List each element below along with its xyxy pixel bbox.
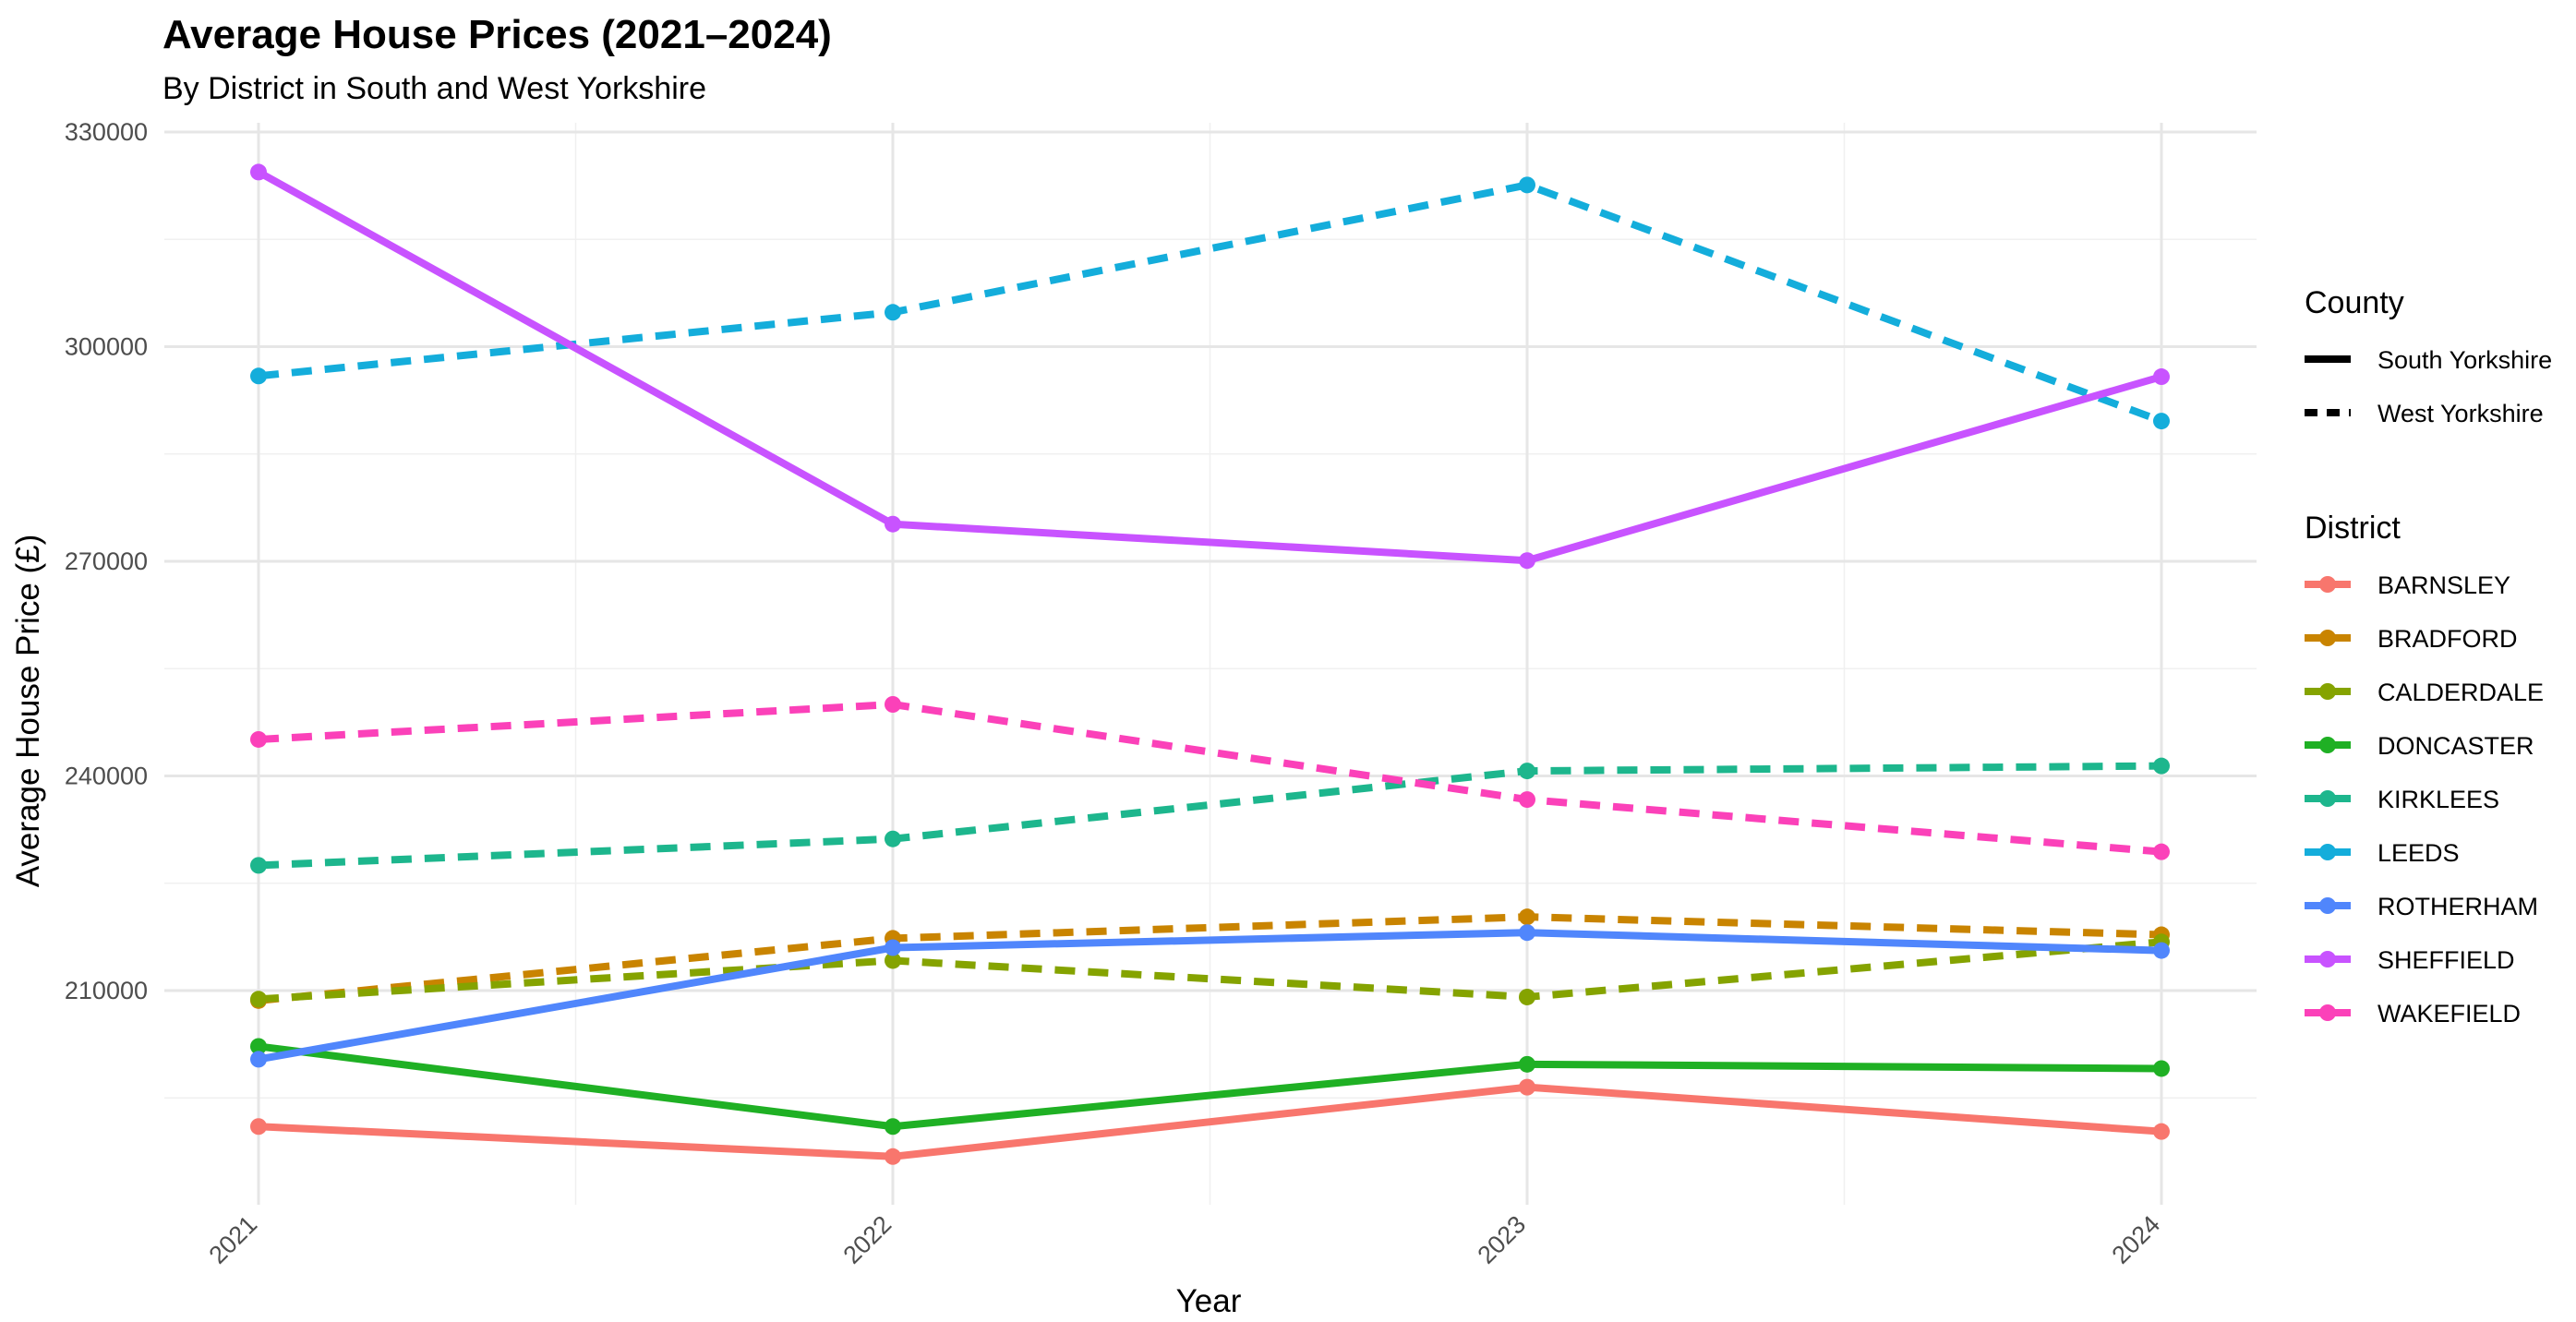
series-points xyxy=(250,163,2170,1165)
series-line-kirklees xyxy=(258,762,2162,870)
legend-key-point xyxy=(2319,683,2336,700)
data-point-sheffield xyxy=(1519,552,1535,570)
data-point-doncaster xyxy=(1519,1055,1535,1073)
data-point-doncaster xyxy=(250,1038,267,1055)
data-point-leeds xyxy=(250,367,267,385)
legend-district-label: LEEDS xyxy=(2377,839,2460,867)
data-point-wakefield xyxy=(2153,843,2170,860)
data-point-rotherham xyxy=(2153,942,2170,959)
data-point-wakefield xyxy=(1519,791,1535,809)
x-axis-title: Year xyxy=(1176,1283,1242,1319)
y-axis-ticks: 210000 240000 270000 300000 330000 xyxy=(65,118,148,1004)
data-point-kirklees xyxy=(885,830,901,847)
legend-key-point xyxy=(2319,630,2336,646)
series-line-doncaster xyxy=(258,1042,2162,1131)
x-tick-label: 2024 xyxy=(2107,1210,2166,1269)
legend-key-point xyxy=(2319,951,2336,967)
data-point-kirklees xyxy=(250,857,267,874)
series-line-sheffield xyxy=(257,168,2163,565)
data-point-kirklees xyxy=(2153,757,2170,775)
data-point-doncaster xyxy=(2153,1060,2170,1077)
data-point-bradford xyxy=(1519,908,1535,926)
data-point-sheffield xyxy=(2153,368,2170,386)
legend-district-label: WAKEFIELD xyxy=(2377,1000,2521,1028)
data-point-barnsley xyxy=(885,1148,901,1165)
data-point-rotherham xyxy=(885,939,901,956)
legend-key-point xyxy=(2319,790,2336,807)
x-axis-ticks: 2021 2022 2023 2024 xyxy=(204,1210,2166,1269)
legend-key-point xyxy=(2319,1004,2336,1021)
legend-district: District BARNSLEY BRADFORD CALDERDALE DONCA… xyxy=(2305,511,2544,1028)
data-point-leeds xyxy=(1519,176,1535,194)
legend-district-label: SHEFFIELD xyxy=(2377,946,2515,974)
data-point-calderdale xyxy=(1519,988,1535,1005)
data-point-doncaster xyxy=(885,1118,901,1136)
legend-county: County South Yorkshire West Yorkshire xyxy=(2305,285,2552,427)
legend-key-point xyxy=(2319,897,2336,914)
legend-district-title: District xyxy=(2305,511,2401,546)
legend-county-label: South Yorkshire xyxy=(2377,346,2552,374)
chart-subtitle: By District in South and West Yorkshire xyxy=(163,71,706,106)
chart-title: Average House Prices (2021–2024) xyxy=(163,12,832,57)
x-tick-label: 2022 xyxy=(838,1210,897,1269)
grid xyxy=(164,123,2257,1205)
data-point-sheffield xyxy=(885,515,901,533)
data-point-leeds xyxy=(885,304,901,321)
data-point-barnsley xyxy=(1519,1078,1535,1096)
y-tick-label: 300000 xyxy=(65,333,148,361)
series-lines xyxy=(257,168,2163,1160)
legend-key-point xyxy=(2319,737,2336,753)
series-line-calderdale xyxy=(258,938,2162,1004)
data-point-calderdale xyxy=(885,952,901,969)
data-point-rotherham xyxy=(1519,924,1535,942)
legend-county-label: West Yorkshire xyxy=(2377,400,2544,427)
legend-county-title: County xyxy=(2305,285,2404,320)
y-axis-title: Average House Price (£) xyxy=(10,535,46,888)
legend-district-label: BRADFORD xyxy=(2377,625,2518,653)
y-tick-label: 270000 xyxy=(65,547,148,575)
legend-district-label: CALDERDALE xyxy=(2377,679,2544,706)
legend-district-label: ROTHERHAM xyxy=(2377,893,2538,920)
data-point-leeds xyxy=(2153,413,2170,430)
data-point-rotherham xyxy=(250,1051,267,1068)
data-point-barnsley xyxy=(2153,1123,2170,1140)
y-tick-label: 240000 xyxy=(65,763,148,790)
series-line-barnsley xyxy=(258,1083,2162,1160)
x-tick-label: 2021 xyxy=(204,1210,263,1269)
data-point-kirklees xyxy=(1519,763,1535,780)
series-line-rotherham xyxy=(258,929,2162,1064)
series-line-wakefield xyxy=(258,701,2162,856)
legend-key-point xyxy=(2319,576,2336,593)
series-line-bradford xyxy=(258,913,2162,1004)
y-tick-label: 330000 xyxy=(65,118,148,146)
legend-district-label: DONCASTER xyxy=(2377,732,2534,760)
x-tick-label: 2023 xyxy=(1473,1210,1532,1269)
legend-key-point xyxy=(2319,844,2336,860)
legend-district-label: KIRKLEES xyxy=(2377,786,2499,813)
data-point-wakefield xyxy=(250,730,267,748)
legend-district-label: BARNSLEY xyxy=(2377,571,2510,599)
data-point-barnsley xyxy=(250,1118,267,1136)
data-point-sheffield xyxy=(250,163,267,181)
data-point-wakefield xyxy=(885,696,901,713)
data-point-calderdale xyxy=(250,991,267,1008)
y-tick-label: 210000 xyxy=(65,977,148,1004)
